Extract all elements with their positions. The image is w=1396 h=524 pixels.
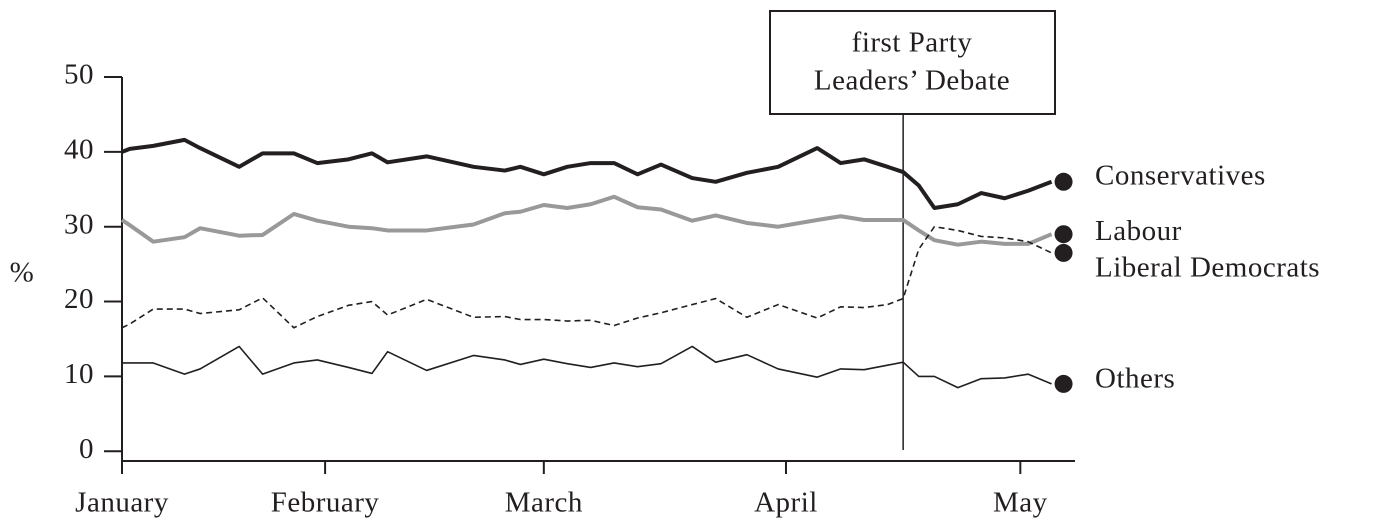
x-tick-label: April (754, 487, 818, 519)
x-tick-label: February (271, 487, 380, 519)
x-tick-label: March (505, 487, 583, 519)
legend-label: Others (1095, 363, 1175, 395)
y-tick-label: 30 (64, 208, 94, 240)
y-axis-label: % (10, 257, 35, 289)
series-line (122, 345, 1052, 389)
legend-label: Liberal Democrats (1095, 252, 1320, 284)
y-tick-label: 50 (64, 59, 94, 91)
x-tick-label: January (75, 487, 169, 519)
legend-label: Labour (1095, 215, 1182, 247)
y-tick-label: 40 (64, 134, 94, 166)
end-dot (1054, 172, 1073, 191)
annotation-text: Leaders’ Debate (814, 65, 1010, 97)
end-dot (1054, 225, 1073, 244)
y-tick-label: 10 (64, 358, 94, 390)
annotation-text: first Party (852, 27, 973, 59)
end-dot (1054, 374, 1073, 393)
series-line (121, 137, 1053, 210)
y-tick-label: 20 (64, 283, 94, 315)
x-tick-label: May (993, 487, 1048, 519)
y-tick-label: 0 (79, 433, 94, 465)
annotation-box (769, 10, 1056, 115)
legend-label: Conservatives (1095, 159, 1266, 191)
series-line (121, 225, 1052, 329)
end-dot (1054, 243, 1073, 262)
series-line (120, 194, 1053, 247)
